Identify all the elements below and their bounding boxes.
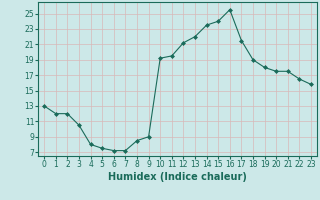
X-axis label: Humidex (Indice chaleur): Humidex (Indice chaleur) (108, 172, 247, 182)
